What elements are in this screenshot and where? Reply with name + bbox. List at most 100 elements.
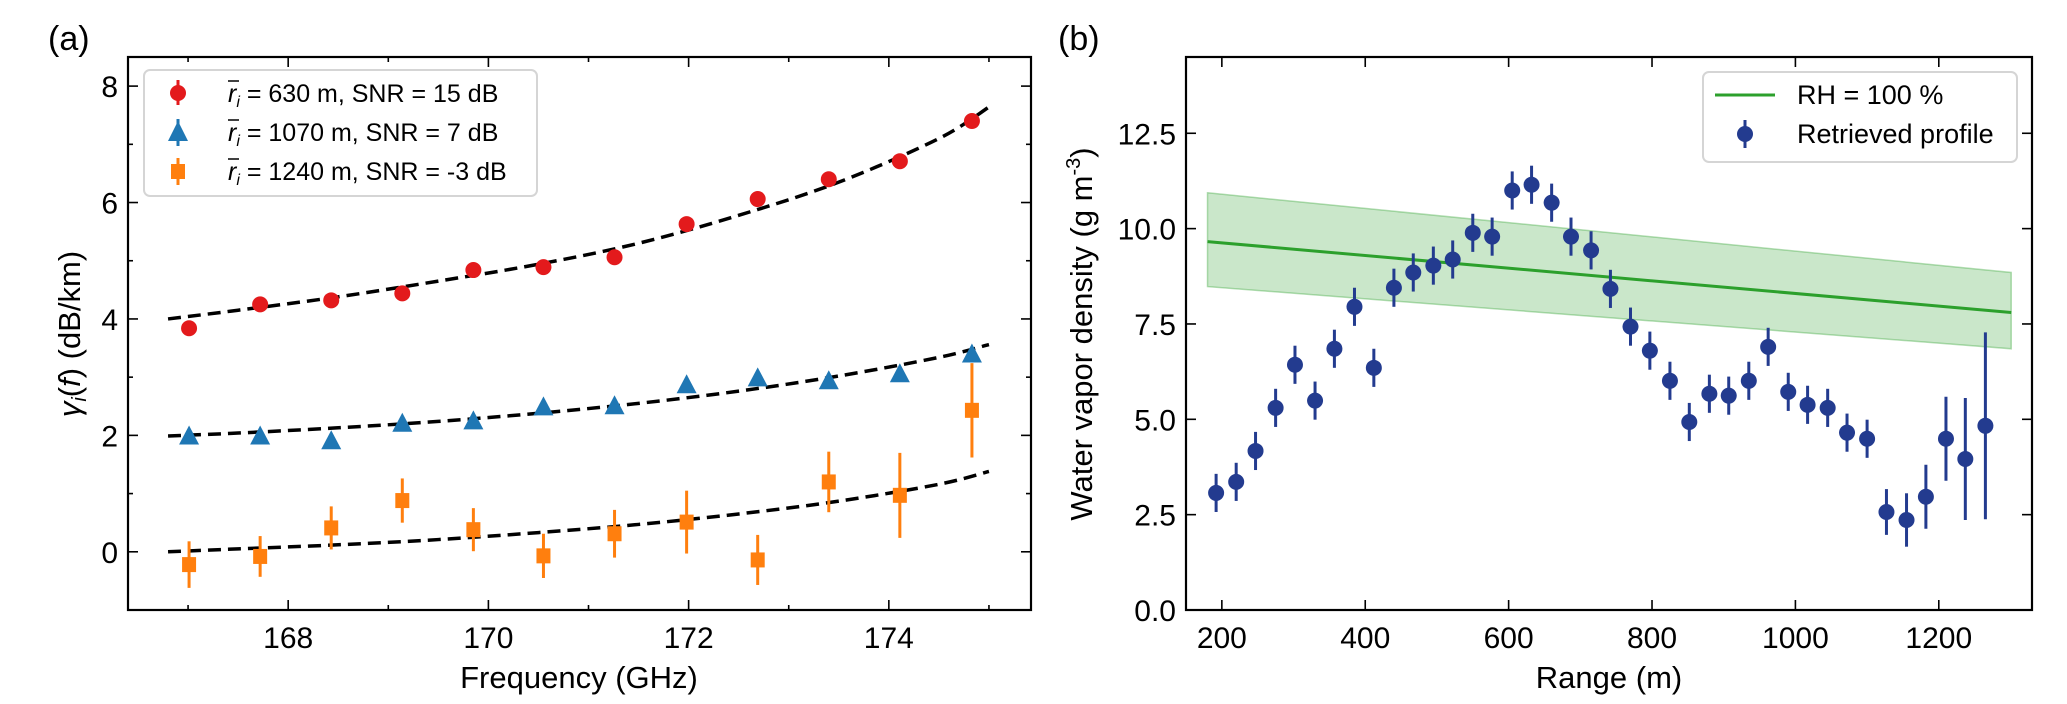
circle-marker [1523,176,1540,193]
circle-marker-icon [1737,126,1753,142]
data-point [749,191,766,208]
profile-point [1859,419,1876,458]
circle-marker [1839,424,1856,441]
data-point [963,113,980,130]
triangle-marker [676,374,697,394]
r-symbol: r [228,119,238,147]
legend-text: = 630 m, SNR = 15 dB [240,80,498,108]
r-symbol: r [228,80,238,108]
fit-curve-2 [167,469,990,554]
plot-frame-a [126,55,1033,612]
circle-marker [1760,338,1777,355]
data-point [253,536,268,577]
circle-marker [1681,413,1698,430]
profile-point [1602,269,1619,308]
y-axis-label-b: Water vapor density (g m-3) [1063,147,1099,520]
circle-marker [1484,228,1501,245]
profile-point [1267,388,1284,427]
circle-marker [1464,224,1481,241]
legend-text: = 1240 m, SNR = -3 dB [240,158,507,186]
data-point [747,367,768,387]
circle-marker [749,191,766,208]
profile-point [1286,345,1303,384]
profile-point [1307,381,1324,420]
x-tick-label: 800 [1627,622,1677,655]
circle-marker [1326,340,1343,357]
y-tick-label: 4 [101,304,118,337]
circle-marker [181,320,198,337]
profile-point [1681,402,1698,442]
legend-text: = 1070 m, SNR = 7 dB [240,119,498,147]
profile-point [1760,327,1777,366]
circle-marker [1878,503,1895,520]
circle-marker [1720,387,1737,404]
legend-entry-1: ri = 1070 m, SNR = 7 dB [168,119,498,150]
data-point [395,478,410,523]
circle-marker [1622,318,1639,335]
x-tick-label: 168 [263,622,313,655]
circle-marker [1247,442,1264,459]
circle-marker [1898,511,1915,528]
profile-point [1937,396,1954,481]
circle-marker [1780,383,1797,400]
circle-marker [1543,194,1560,211]
profile-point [1819,388,1836,427]
y-label-unit: ) (dB/km) [52,251,87,378]
square-marker-icon [171,164,185,179]
profile-point [1444,240,1461,279]
circle-marker [891,153,908,170]
profile-point [1799,385,1816,424]
data-point [392,412,413,432]
legend-a: ri = 630 m, SNR = 15 dB ri = 1070 m, SNR… [143,69,538,197]
profile-point [1977,332,1994,520]
panel-b-label: (b) [1058,20,1100,58]
circle-marker [1701,385,1718,402]
profile-point [1583,231,1600,270]
circle-marker [1267,399,1284,416]
square-marker [324,520,339,536]
legend-label-1: ri = 1070 m, SNR = 7 dB [228,119,498,150]
profile-point [1523,165,1540,204]
triangle-marker [463,410,484,430]
y-tick-label: 6 [101,188,118,221]
profile-point [1247,431,1264,471]
profile-point [1701,374,1718,413]
data-point [889,363,910,383]
triangle-marker [961,343,982,363]
data-point [179,425,200,445]
legend-entry-0: ri = 630 m, SNR = 15 dB [170,80,498,111]
data-point [964,363,979,458]
y-label-sub: i [69,397,91,402]
data-point [535,259,552,276]
circle-marker [963,113,980,130]
data-points [1208,165,1994,547]
data-point [182,541,197,588]
y-tick-label: 10.0 [1118,214,1176,247]
data-point [820,171,837,188]
data-point [181,320,198,337]
data-point [821,451,836,513]
data-points [179,113,982,588]
circle-marker-icon [170,85,186,101]
legend-label-rh: RH = 100 % [1797,80,1943,110]
x-tick-label: 1200 [1905,622,1972,655]
circle-marker [1307,392,1324,409]
data-point [465,262,482,279]
circle-marker [1208,484,1225,501]
square-marker [679,514,694,530]
circle-marker [678,216,695,233]
y-tick-label: 0 [101,537,118,570]
triangle-marker [392,412,413,432]
profile-point [1464,213,1481,252]
profile-point [1661,361,1678,400]
x-tick-label: 1000 [1762,622,1829,655]
profile-point [1917,464,1934,529]
fit-curves [167,105,990,554]
circle-marker [1365,359,1382,376]
x-tick-label: 170 [463,622,513,655]
data-point [323,292,340,309]
circle-marker [1504,182,1521,199]
triangle-marker [250,425,271,445]
